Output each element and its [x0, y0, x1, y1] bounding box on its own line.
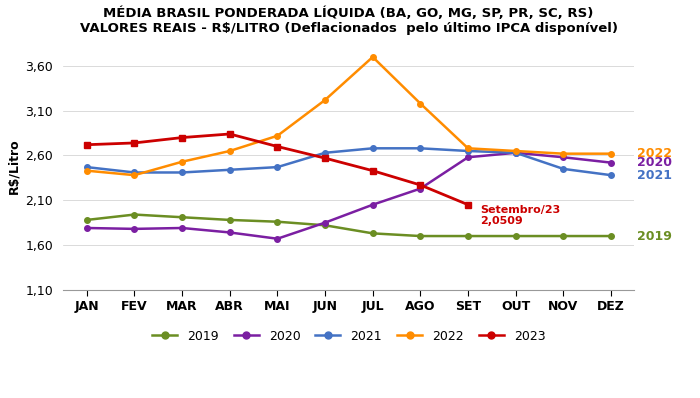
- 2019: [83, 218, 91, 222]
- 2023: [368, 168, 377, 173]
- 2020: [607, 160, 615, 165]
- 2022: [512, 148, 520, 153]
- 2021: [178, 170, 186, 175]
- 2022: [464, 146, 473, 151]
- 2020: [368, 202, 377, 207]
- 2020: [512, 150, 520, 155]
- 2022: [178, 159, 186, 164]
- 2023: [83, 142, 91, 147]
- Legend: 2019, 2020, 2021, 2022, 2023: 2019, 2020, 2021, 2022, 2023: [147, 324, 550, 347]
- Line: 2021: 2021: [84, 146, 614, 178]
- 2021: [512, 150, 520, 155]
- 2020: [83, 226, 91, 230]
- 2020: [416, 186, 425, 191]
- 2019: [607, 234, 615, 238]
- 2021: [607, 173, 615, 178]
- 2019: [464, 234, 473, 238]
- Text: 2021: 2021: [637, 169, 672, 181]
- 2022: [83, 168, 91, 173]
- 2020: [178, 226, 186, 230]
- 2022: [130, 173, 139, 178]
- 2021: [130, 170, 139, 175]
- 2019: [178, 215, 186, 220]
- 2023: [416, 183, 425, 187]
- 2023: [273, 144, 281, 149]
- 2022: [368, 55, 377, 59]
- 2021: [321, 150, 329, 155]
- 2021: [368, 146, 377, 151]
- 2019: [416, 234, 425, 238]
- 2023: [321, 156, 329, 160]
- Y-axis label: R$/Litro: R$/Litro: [7, 139, 20, 195]
- 2022: [225, 148, 234, 153]
- 2023: [178, 135, 186, 140]
- Text: 2020: 2020: [637, 156, 672, 169]
- 2022: [559, 151, 568, 156]
- 2021: [225, 168, 234, 172]
- 2020: [321, 220, 329, 225]
- 2019: [512, 234, 520, 238]
- 2020: [559, 155, 568, 160]
- 2021: [559, 166, 568, 171]
- Line: 2023: 2023: [83, 131, 472, 208]
- 2022: [273, 133, 281, 138]
- 2022: [416, 101, 425, 106]
- 2020: [130, 226, 139, 231]
- 2021: [416, 146, 425, 151]
- 2019: [321, 223, 329, 228]
- 2023: [130, 140, 139, 145]
- 2022: [607, 151, 615, 156]
- 2019: [559, 234, 568, 238]
- 2019: [368, 231, 377, 236]
- Title: MÉDIA BRASIL PONDERADA LÍQUIDA (BA, GO, MG, SP, PR, SC, RS)
VALORES REAIS - R$/L: MÉDIA BRASIL PONDERADA LÍQUIDA (BA, GO, …: [80, 7, 617, 35]
- 2020: [273, 236, 281, 241]
- Line: 2019: 2019: [84, 212, 614, 239]
- Line: 2022: 2022: [84, 54, 614, 178]
- Text: 2019: 2019: [637, 230, 672, 242]
- Text: Setembro/23
2,0509: Setembro/23 2,0509: [480, 205, 560, 226]
- 2020: [464, 155, 473, 160]
- 2021: [83, 165, 91, 170]
- 2021: [464, 148, 473, 153]
- Text: 2022: 2022: [637, 147, 672, 160]
- 2019: [130, 212, 139, 217]
- Line: 2020: 2020: [84, 150, 614, 242]
- 2020: [225, 230, 234, 235]
- 2019: [225, 218, 234, 222]
- 2022: [321, 98, 329, 102]
- 2021: [273, 165, 281, 170]
- 2023: [225, 132, 234, 137]
- 2023: [464, 202, 473, 207]
- 2019: [273, 219, 281, 224]
